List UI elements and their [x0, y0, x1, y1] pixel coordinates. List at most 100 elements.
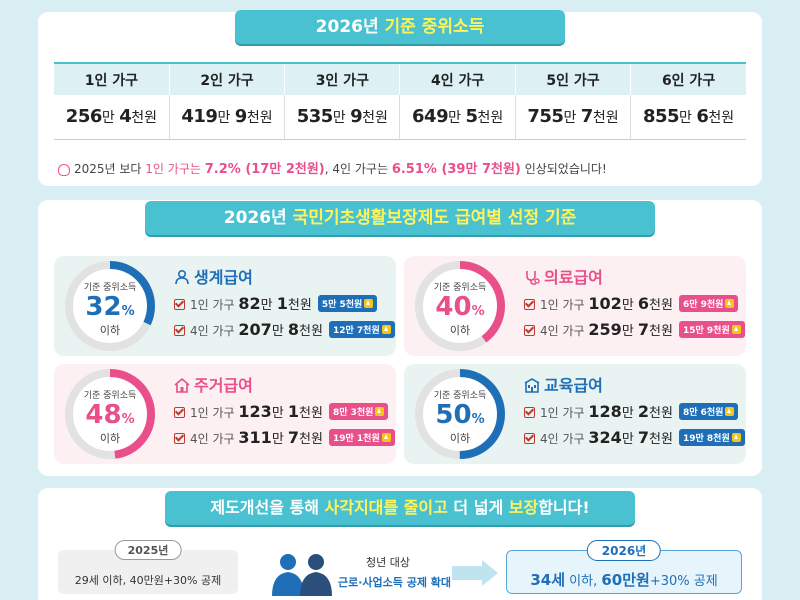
income-man: 649 — [412, 106, 449, 128]
youth-target-text: 청년 대상 — [366, 556, 410, 569]
income-cheon: 9 — [350, 106, 363, 128]
people-icon — [272, 554, 332, 596]
unit: 천원 — [649, 298, 673, 313]
arrow-right-icon — [452, 560, 498, 586]
increase-text: 8만 3천원 — [332, 408, 374, 418]
median-income-banner: 2026년 기준 중위소득 — [235, 10, 565, 44]
gauge-suffix: 이하 — [99, 432, 121, 445]
income-cell: 419만 9천원 — [169, 95, 286, 140]
benefit-box: 기준 중위소득 50% 이하 교육급여 1인 가구 128만 2천원 8만 6천원… — [404, 364, 746, 464]
increase-badge: 8만 6천원 — [678, 403, 739, 420]
benefit-title: 교육급여 — [524, 372, 603, 396]
new-policy-box: 2026년 34세 이하, 60만원+30% 공제 — [506, 540, 742, 594]
income-cell: 649만 5천원 — [399, 95, 516, 140]
unit: 천원 — [362, 110, 388, 127]
increase-note: 2025년 보다 1인 가구는 7.2% (17만 2천원), 4인 가구는 6… — [58, 158, 607, 177]
increase-badge: 6만 9천원 — [678, 295, 739, 312]
income-man: 855 — [642, 106, 680, 128]
benefit-title: 의료급여 — [524, 264, 603, 288]
checkbox-icon — [524, 407, 535, 418]
percent-number: 48 — [85, 400, 122, 430]
unit: 천원 — [299, 432, 323, 447]
unit: 천원 — [649, 432, 673, 447]
household-label: 4인 가구 — [190, 432, 235, 446]
unit: 천원 — [246, 110, 273, 127]
household-label: 1인 가구 — [190, 406, 235, 420]
note-text: 인상되었습니다! — [520, 162, 607, 176]
benefit-box: 기준 중위소득 40% 이하 의료급여 1인 가구 102만 6천원 6만 9천원… — [404, 256, 746, 356]
arrow-up-icon — [731, 325, 741, 334]
column-header: 4인 가구 — [399, 62, 516, 95]
amount-man: 128 — [588, 402, 622, 421]
old-year-badge: 2025년 — [114, 540, 182, 560]
income-man: 256 — [65, 106, 103, 128]
lightbulb-icon — [58, 163, 70, 176]
gauge-text: 기준 중위소득 32% 이하 — [62, 258, 158, 354]
increase-text: 5만 5천원 — [321, 300, 363, 310]
income-cell: 855만 6천원 — [630, 95, 746, 140]
arrow-up-icon — [725, 407, 735, 416]
unit: 만 — [621, 406, 638, 421]
amount-man: 102 — [588, 294, 622, 313]
banner-year: 2026년 — [223, 208, 293, 228]
median-income-table: 1인 가구 2인 가구 3인 가구 4인 가구 5인 가구 6인 가구 256만… — [54, 62, 746, 140]
amount-cheon: 8 — [287, 320, 300, 339]
increase-badge: 8만 3천원 — [328, 403, 389, 420]
household-label: 1인 가구 — [540, 406, 585, 420]
new-age: 34세 — [530, 571, 566, 589]
unit: 천원 — [477, 110, 504, 127]
arrow-up-icon — [731, 433, 741, 442]
checkbox-icon — [524, 299, 535, 310]
benefit-title: 생계급여 — [174, 264, 253, 288]
income-cheon: 4 — [119, 106, 132, 128]
income-man: 419 — [181, 106, 218, 128]
unit: 만 — [101, 110, 120, 127]
column-header: 2인 가구 — [169, 62, 286, 95]
benefit-title: 주거급여 — [174, 372, 253, 396]
unit: 천원 — [299, 406, 323, 421]
reform-banner: 제도개선을 통해 사각지대를 줄이고 더 넓게 보장합니다! — [165, 491, 635, 525]
household-label: 1인 가구 — [190, 298, 235, 312]
unit: 만 — [271, 432, 288, 447]
benefit-criteria-banner: 2026년 국민기초생활보장제도 급여별 선정 기준 — [145, 201, 655, 235]
amount-cheon: 1 — [276, 294, 288, 313]
increase-text: 15만 9천원 — [682, 326, 730, 336]
new-amount: 60만원 — [601, 571, 650, 589]
house-icon — [174, 376, 194, 395]
increase-text: 6만 9천원 — [682, 300, 724, 310]
increase-badge: 5만 5천원 — [317, 295, 378, 312]
note-highlight: 7.2% (17만 2천원) — [204, 162, 325, 177]
unit: 만 — [217, 110, 235, 127]
new-policy-text: 34세 이하, 60만원+30% 공제 — [507, 569, 741, 590]
amount-cheon: 7 — [637, 428, 650, 447]
amount-man: 259 — [588, 320, 622, 339]
note-highlight: 6.51% (39만 7천원) — [391, 162, 521, 177]
household-label: 1인 가구 — [540, 298, 585, 312]
income-cell: 535만 9천원 — [284, 95, 401, 140]
income-man: 755 — [527, 106, 564, 128]
amount-man: 311 — [238, 428, 272, 447]
income-cheon: 6 — [696, 106, 709, 128]
note-text: 2025년 보다 — [74, 162, 146, 176]
amount-cheon: 1 — [287, 402, 300, 421]
unit: 만 — [332, 110, 351, 127]
gauge-suffix: 이하 — [449, 324, 471, 337]
old-policy-box: 2025년 29세 이하, 40만원+30% 공제 — [58, 540, 238, 594]
increase-badge: 15만 9천원 — [678, 321, 745, 338]
unit: 만 — [271, 406, 288, 421]
unit: 만 — [621, 432, 638, 447]
banner-title: 국민기초생활보장제도 급여별 선정 기준 — [292, 208, 577, 228]
increase-badge: 19만 8천원 — [678, 429, 745, 446]
percent-value: 32% — [62, 292, 158, 322]
increase-text: 12만 7천원 — [332, 326, 380, 336]
household-label: 4인 가구 — [190, 324, 235, 338]
amount-cheon: 7 — [287, 428, 300, 447]
gauge-text: 기준 중위소득 50% 이하 — [412, 366, 508, 462]
benefit-row: 1인 가구 82만 1천원 5만 5천원 — [174, 294, 378, 313]
income-cheon: 5 — [465, 106, 478, 128]
percent-sign: % — [121, 412, 135, 427]
person-icon — [174, 268, 194, 287]
amount-man: 207 — [238, 320, 272, 339]
benefit-criteria-card: 2026년 국민기초생활보장제도 급여별 선정 기준 기준 중위소득 32% 이… — [38, 200, 762, 476]
new-text: +30% 공제 — [649, 574, 718, 589]
